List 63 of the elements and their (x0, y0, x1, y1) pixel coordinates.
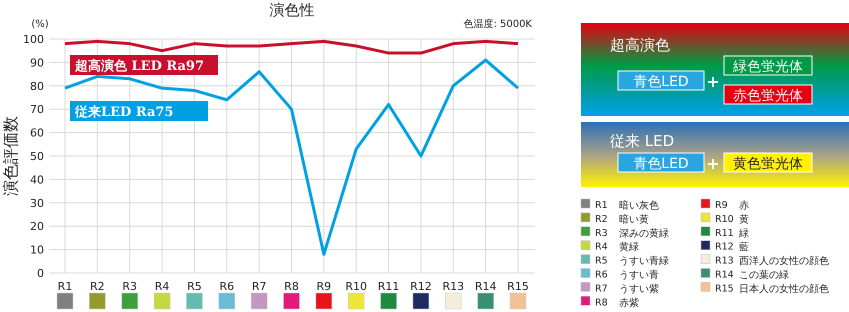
text: 緑 (738, 228, 749, 240)
category-label: R4 (595, 242, 608, 253)
category-label: R8 (595, 297, 608, 308)
text: この葉の緑 (739, 269, 789, 281)
text: うすい青緑 (619, 255, 669, 268)
y-tick-label: 0 (37, 267, 44, 280)
x-tick-label: R14 (474, 280, 496, 293)
category-label: R14 (715, 270, 734, 280)
x-tick-label: R7 (252, 280, 266, 293)
y-tick-label: 80 (30, 80, 44, 93)
series-label: 従来LED Ra75 (74, 105, 174, 120)
light-source-panel: 超高演色 青色LED + 緑色蛍光体 赤色蛍光体 従来 LED 青色LED + 黄色蛍光体 (581, 23, 849, 187)
text: 色温度: 5000K (463, 18, 532, 30)
category-label: R2 (595, 214, 608, 225)
text: 赤紫 (619, 296, 639, 309)
x-tick-label: R2 (90, 280, 105, 293)
y-tick-label: 100 (23, 33, 44, 46)
y-tick-label: 30 (30, 196, 44, 210)
x-tick-label: R5 (187, 280, 202, 293)
category-label: R13 (715, 256, 734, 267)
line-series (64, 58, 520, 256)
y-tick-label: 10 (30, 244, 44, 257)
text: 日本人の女性の顔色 (739, 282, 829, 295)
text: (%) (31, 19, 49, 30)
x-tick-label: R13 (442, 280, 464, 293)
category-label: R5 (595, 256, 608, 267)
line-series (64, 40, 520, 55)
x-tick-label: R3 (122, 280, 138, 293)
x-tick-label: R12 (410, 280, 432, 293)
category-label: R10 (715, 214, 734, 225)
text: 赤 (739, 200, 749, 212)
y-tick-label: 70 (30, 103, 44, 116)
text: うすい紫 (619, 282, 659, 295)
y-tick-label: 90 (30, 56, 44, 70)
category-label: R9 (715, 200, 728, 211)
chart-title: 演色性 (270, 1, 314, 19)
x-tick-label: R1 (58, 280, 72, 293)
x-tick-label: R15 (507, 280, 529, 293)
y-tick-label: 50 (30, 150, 44, 163)
y-tick-label: 60 (30, 126, 44, 140)
text: 黄緑 (619, 241, 639, 254)
category-label: R1 (595, 200, 608, 211)
y-tick-label: 40 (30, 173, 44, 186)
x-tick-label: R9 (316, 280, 332, 293)
text: 藍 (739, 241, 749, 254)
x-tick-label: R10 (345, 280, 368, 293)
series-label: 超高演色 LED Ra97 (74, 58, 204, 74)
text: 暗い灰色 (619, 200, 659, 212)
x-tick-label: R8 (284, 280, 299, 293)
category-label: R11 (715, 228, 734, 239)
y-tick-label: 20 (30, 220, 44, 234)
y-axis-title: 演色評価数 (1, 116, 20, 196)
category-label: R12 (715, 242, 734, 253)
text: 暗い黄 (619, 213, 649, 226)
category-label: R6 (595, 270, 608, 280)
x-tick-label: R6 (219, 280, 234, 293)
text: うすい青 (619, 269, 659, 281)
text: 西洋人の女性の顔色 (739, 255, 829, 268)
text: 深みの黄緑 (619, 227, 669, 240)
x-tick-label: R4 (154, 280, 170, 293)
category-label: R3 (595, 228, 608, 239)
text: 黄 (739, 213, 749, 226)
x-tick-label: R11 (378, 280, 400, 293)
